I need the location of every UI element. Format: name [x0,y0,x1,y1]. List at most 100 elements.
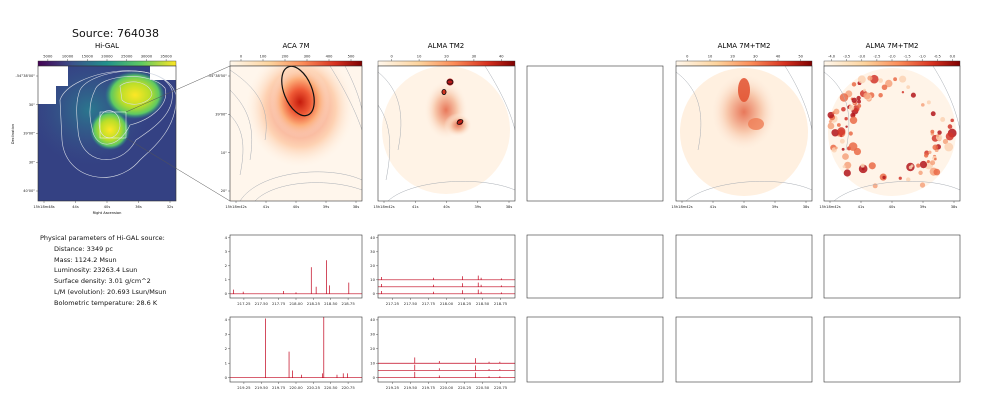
y-tick-label: 2 [225,263,228,268]
physical-parameters-block: Physical parameters of Hi-GAL source: Di… [40,233,167,309]
noise-speckle [878,78,883,83]
colorbar-tick-label: 30 [472,55,477,59]
colorbar-tick-label: 50 [798,55,803,59]
y-tick-label: 2 [225,346,228,351]
noise-speckle [842,165,846,169]
x-tick-label: 218.00 [440,301,454,306]
x-tick-label: 218.25 [307,301,321,306]
colorbar-tick-label: 25000 [121,55,133,59]
almacomb1-colorbar [675,60,813,67]
colorbar-tick-label: 0 [391,55,394,59]
spectrum-frame [229,234,363,299]
y-tick-label: 0 [225,375,228,380]
empty-spectrum-panel [675,234,813,299]
noise-speckle [937,130,942,135]
colorbar-tick-label: -1.5 [904,55,911,59]
y-tick-label: 30 [370,249,375,254]
y-tick-label: 0 [373,291,376,296]
zoom-lines [125,65,231,202]
x-tick-label: 219.50 [404,385,418,390]
noise-speckle [933,168,941,176]
x-tick-label: 217.50 [255,301,269,306]
y-tick-label: 20 [370,346,375,351]
y-tick-label: 4 [225,317,228,322]
noise-speckle [881,84,888,91]
empty-spectrum-panel [526,316,664,383]
y-tick-label: -54°38'50" [208,74,228,78]
x-tick-label: 217.25 [386,301,400,306]
noise-speckle [827,111,835,119]
noise-speckle [848,142,858,151]
almacomb1-title: ALMA 7M+TM2 [718,42,771,50]
higal-ylabel: Declination [11,124,15,144]
colorbar-tick-label: -2.0 [888,55,896,59]
aca7m-panel: ACA 7M 0 100 200 300 400 500 -54°38'50" 39'00"… [208,42,363,209]
y-tick-label: 40 [370,317,375,322]
x-tick-label: 219.25 [237,385,251,390]
colorbar-tick-label: 35000 [160,55,172,59]
higal-x-ticks: 15h18m48s 44s 40s 36s 32s [33,201,173,209]
x-tick-label: 39s [475,205,482,209]
param-bolometric-temperature: Bolometric temperature: 28.6 K [54,298,158,307]
noise-speckle [843,169,851,177]
colorbar-tick-label: 15000 [82,55,94,59]
x-tick-label: 41s [263,205,270,209]
params-heading: Physical parameters of Hi-GAL source: [40,234,165,242]
noise-speckle [898,176,902,180]
noise-speckle [851,97,857,103]
spectrum-aca7m-upper: 217.25 217.50 217.75 218.00 218.25 218.50 218.… [225,234,363,306]
x-tick-label: 220.25 [458,385,472,390]
y-tick-label: 40 [370,235,375,240]
noise-speckle [844,161,852,169]
higal-y-ticks: -54°38'00" 30" 39'00" 30" 40'00" [16,74,38,193]
aca7m-y-ticks: -54°38'50" 39'00" 10" 20" [208,74,230,193]
noise-speckle [878,92,883,98]
x-tick-label: 38s [951,205,958,209]
x-tick-label: 219.75 [272,385,286,390]
colorbar-tick-label: 400 [326,55,334,59]
x-tick-label: 38s [353,205,360,209]
noise-speckle [906,177,911,182]
noise-speckle [930,129,935,134]
x-tick-label: 40s [443,205,450,209]
spectrum-aca7m-lower: 219.25 219.50 219.75 220.00 220.25 220.50 220.… [225,316,363,390]
x-tick-label: 217.75 [272,301,286,306]
y-tick-label: 39'00" [23,132,35,136]
y-tick-label: 3 [225,249,228,254]
x-tick-label: 40s [293,205,300,209]
noise-speckle [901,91,905,94]
x-tick-label: 15h18m42s [373,205,394,209]
x-tick-label: 220.50 [324,385,338,390]
x-tick-label: 38s [803,205,810,209]
noise-speckle [923,153,929,158]
noise-speckle [833,108,840,115]
noise-speckle [921,103,925,107]
colorbar-tick-label: 30 [753,55,758,59]
source-title: Source: 764038 [72,27,159,40]
x-tick-label: 218.75 [341,301,355,306]
y-tick-label: 0 [373,375,376,380]
noise-speckle [856,95,861,101]
noise-speckle [828,120,832,124]
x-tick-label: 39s [920,205,927,209]
y-tick-label: 39'00" [215,113,227,117]
x-tick-label: 15h18m42s [819,205,840,209]
x-tick-label: 220.00 [440,385,454,390]
x-tick-label: 217.50 [404,301,418,306]
noise-speckle [947,124,953,129]
colorbar-tick-label: 100 [260,55,268,59]
noise-speckle [934,157,937,161]
noise-speckle [850,112,856,118]
noise-speckle [831,129,839,137]
noise-speckle [837,127,846,136]
almatm2-beam-2 [441,89,447,96]
noise-speckle [944,142,954,152]
param-mass: Mass: 1124.2 Msun [54,255,117,264]
almatm2-title: ALMA TM2 [428,42,465,50]
aca7m-title: ACA 7M [282,42,309,50]
param-surface-density: Surface density: 3.01 g/cm^2 [54,277,151,286]
x-tick-label: 15h18m42s [225,205,246,209]
x-tick-label: 220.75 [341,385,355,390]
x-tick-label: 220.50 [476,385,490,390]
colorbar-tick-label: 30000 [141,55,153,59]
